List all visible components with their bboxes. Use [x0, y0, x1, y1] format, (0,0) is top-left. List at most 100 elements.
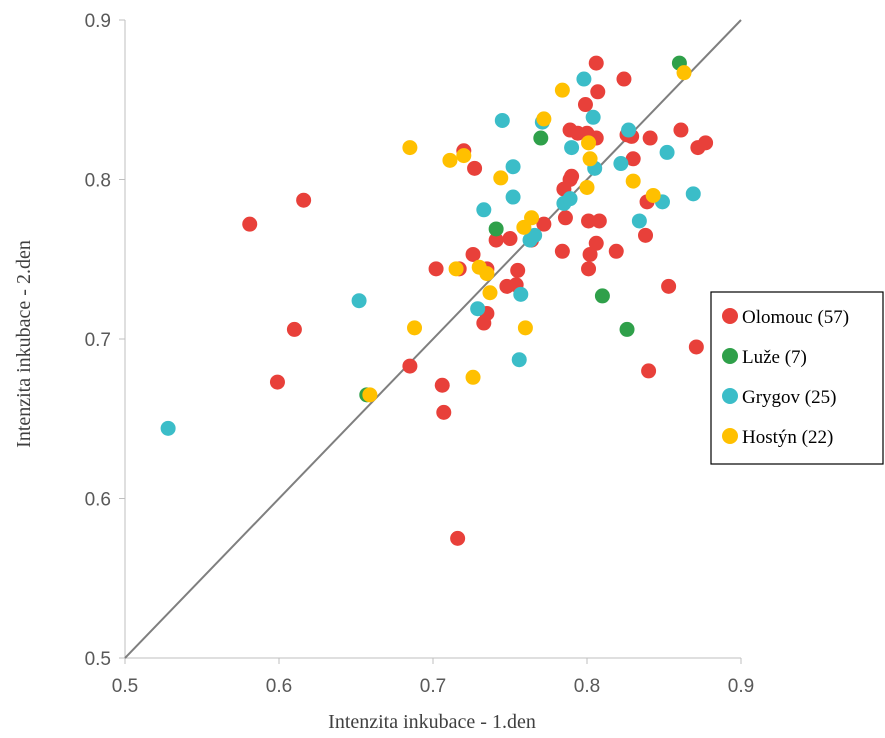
data-point — [362, 387, 378, 403]
data-point — [286, 321, 302, 337]
data-point — [673, 122, 689, 138]
y-tick-label: 0.7 — [85, 330, 111, 351]
data-point — [536, 216, 552, 232]
x-tick-label: 0.6 — [266, 676, 292, 697]
data-point — [505, 189, 521, 205]
data-point — [616, 71, 632, 87]
data-point — [242, 216, 258, 232]
data-point — [533, 130, 549, 146]
legend-marker — [722, 428, 738, 444]
legend-label: Hostýn (22) — [742, 427, 833, 448]
y-tick-label: 0.9 — [85, 11, 111, 32]
data-point — [625, 151, 641, 167]
y-axis-title: Intenzita inkubace - 2.den — [13, 240, 35, 448]
series-3 — [362, 65, 692, 403]
data-point — [505, 159, 521, 175]
data-point — [576, 71, 592, 87]
data-point — [591, 213, 607, 229]
x-axis-ticks: 0.5 0.6 0.7 0.8 0.9 — [112, 658, 754, 697]
data-point — [676, 65, 692, 81]
data-point — [642, 130, 658, 146]
data-point — [581, 135, 597, 151]
data-point — [407, 320, 423, 336]
data-point — [685, 186, 701, 202]
data-point — [488, 232, 504, 248]
data-point — [269, 374, 285, 390]
data-point — [296, 192, 312, 208]
data-point — [579, 179, 595, 195]
data-point — [442, 152, 458, 168]
legend-box — [710, 291, 884, 465]
data-point — [511, 352, 527, 368]
data-point — [436, 404, 452, 420]
data-point — [402, 358, 418, 374]
data-point — [608, 243, 624, 259]
data-point — [465, 246, 481, 262]
data-point — [536, 111, 552, 127]
data-point — [517, 320, 533, 336]
data-point — [493, 170, 509, 186]
data-point — [585, 109, 601, 125]
data-point — [562, 191, 578, 207]
data-point — [527, 227, 543, 243]
data-point — [661, 278, 677, 294]
data-point — [448, 261, 464, 277]
legend-marker — [722, 308, 738, 324]
data-point — [688, 339, 704, 355]
data-point — [631, 213, 647, 229]
legend-label: Olomouc (57) — [742, 307, 849, 328]
legend-label: Luže (7) — [742, 347, 807, 368]
data-point — [470, 301, 486, 317]
data-point — [524, 210, 540, 226]
data-point — [465, 369, 481, 385]
data-point — [590, 84, 606, 100]
data-point — [582, 151, 598, 167]
data-point — [467, 160, 483, 176]
x-tick-label: 0.5 — [112, 676, 138, 697]
identity-reference-line — [124, 19, 742, 659]
y-tick-label: 0.5 — [85, 649, 111, 670]
data-point — [476, 202, 492, 218]
data-point — [450, 530, 466, 546]
x-axis-title: Intenzita inkubace - 1.den — [328, 711, 536, 733]
data-point — [160, 420, 176, 436]
legend-marker — [722, 348, 738, 364]
data-point — [613, 156, 629, 172]
data-point — [588, 235, 604, 251]
data-point — [554, 243, 570, 259]
series-2 — [160, 71, 701, 436]
data-point — [621, 122, 637, 138]
data-point — [581, 213, 597, 229]
data-point — [588, 55, 604, 71]
data-point — [582, 246, 598, 262]
data-point — [488, 221, 504, 237]
data-point — [659, 144, 675, 160]
data-point — [641, 363, 657, 379]
data-point — [564, 168, 580, 184]
data-point — [402, 140, 418, 156]
y-tick-label: 0.6 — [85, 490, 111, 511]
data-point — [698, 135, 714, 151]
data-point — [456, 148, 472, 164]
data-point — [564, 140, 580, 156]
data-point — [581, 261, 597, 277]
y-axis-ticks: 0.5 0.6 0.7 0.8 0.9 — [85, 11, 125, 670]
data-point — [577, 97, 593, 113]
legend: Olomouc (57) Luže (7) Grygov (25) Hostýn (2… — [710, 291, 884, 465]
x-tick-label: 0.7 — [420, 676, 446, 697]
data-point — [434, 377, 450, 393]
data-point — [502, 231, 518, 247]
x-tick-label: 0.8 — [574, 676, 600, 697]
data-point — [428, 261, 444, 277]
data-point — [645, 187, 661, 203]
data-point — [619, 321, 635, 337]
legend-marker — [722, 388, 738, 404]
series-0 — [242, 55, 714, 546]
data-point — [482, 285, 498, 301]
data-point — [625, 173, 641, 189]
x-tick-label: 0.9 — [728, 676, 754, 697]
data-point — [351, 293, 367, 309]
data-points — [160, 55, 714, 546]
data-point — [479, 266, 495, 282]
